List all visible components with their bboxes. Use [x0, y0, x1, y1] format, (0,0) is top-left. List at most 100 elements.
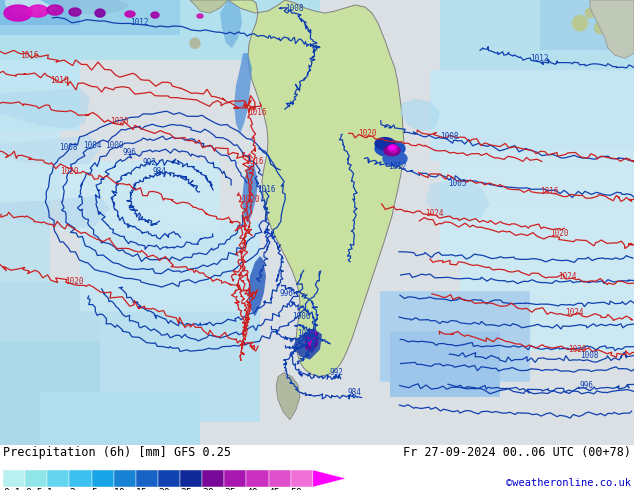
Text: 1020: 1020: [358, 128, 377, 138]
Text: 1016: 1016: [20, 51, 39, 60]
Polygon shape: [375, 141, 405, 157]
Text: 1024: 1024: [565, 308, 583, 318]
Text: 984: 984: [348, 388, 362, 397]
Polygon shape: [55, 0, 130, 15]
Text: ©weatheronline.co.uk: ©weatheronline.co.uk: [506, 478, 631, 488]
Polygon shape: [248, 256, 266, 317]
Text: 1008: 1008: [440, 132, 458, 141]
Text: 40: 40: [247, 488, 258, 490]
Text: 50: 50: [291, 488, 302, 490]
Text: 1020: 1020: [568, 344, 586, 353]
Text: 992: 992: [143, 158, 157, 167]
Text: 1000: 1000: [292, 313, 311, 321]
Text: 1020: 1020: [110, 117, 129, 125]
Polygon shape: [384, 146, 400, 156]
Polygon shape: [383, 152, 407, 166]
Circle shape: [585, 8, 595, 18]
Bar: [25, 470, 48, 487]
Polygon shape: [276, 372, 300, 420]
Polygon shape: [234, 53, 252, 134]
Bar: [180, 470, 202, 487]
Text: Precipitation (6h) [mm] GFS 0.25: Precipitation (6h) [mm] GFS 0.25: [3, 446, 231, 459]
Text: 15: 15: [136, 488, 148, 490]
Polygon shape: [228, 0, 404, 377]
Polygon shape: [125, 11, 135, 17]
Polygon shape: [305, 330, 318, 352]
Text: 45: 45: [269, 488, 280, 490]
Polygon shape: [4, 5, 32, 21]
Text: 1016: 1016: [50, 76, 68, 85]
Text: 5: 5: [91, 488, 98, 490]
Circle shape: [594, 22, 606, 34]
Polygon shape: [197, 14, 203, 18]
Bar: [69, 470, 91, 487]
Text: 25: 25: [180, 488, 192, 490]
Text: 1024: 1024: [558, 272, 576, 281]
Text: 20: 20: [158, 488, 170, 490]
Text: 996: 996: [122, 147, 136, 157]
Text: 1020: 1020: [241, 195, 259, 204]
Text: 0.5: 0.5: [25, 488, 42, 490]
Polygon shape: [190, 0, 228, 13]
Bar: [247, 470, 269, 487]
Text: 1016: 1016: [245, 157, 264, 166]
Polygon shape: [389, 146, 395, 149]
Bar: [269, 470, 291, 487]
Bar: [48, 470, 69, 487]
Polygon shape: [220, 0, 242, 48]
Bar: [113, 470, 136, 487]
Bar: [158, 470, 180, 487]
Text: 1012: 1012: [530, 54, 548, 63]
Text: 1004: 1004: [297, 329, 316, 339]
Text: 1004: 1004: [83, 141, 102, 150]
Bar: [91, 470, 113, 487]
Text: 1: 1: [48, 488, 53, 490]
Text: Fr 27-09-2024 00..06 UTC (00+78): Fr 27-09-2024 00..06 UTC (00+78): [403, 446, 631, 459]
Text: 2: 2: [69, 488, 75, 490]
Text: 1016: 1016: [248, 108, 266, 118]
Polygon shape: [400, 98, 440, 132]
Text: 1008: 1008: [59, 143, 78, 152]
Text: 30: 30: [202, 488, 214, 490]
Text: 996: 996: [280, 289, 294, 298]
Polygon shape: [47, 5, 63, 15]
Text: 1020: 1020: [60, 167, 79, 176]
Polygon shape: [313, 470, 346, 487]
Polygon shape: [242, 164, 258, 224]
Text: 10: 10: [113, 488, 126, 490]
Text: 1020: 1020: [550, 229, 569, 238]
Bar: [136, 470, 158, 487]
Polygon shape: [375, 138, 395, 149]
Bar: [3, 470, 25, 487]
Text: 992: 992: [330, 368, 344, 377]
Polygon shape: [69, 8, 81, 16]
Text: 1008: 1008: [580, 350, 598, 360]
Circle shape: [190, 38, 200, 48]
Polygon shape: [151, 12, 159, 18]
Bar: [202, 470, 224, 487]
Text: 1012: 1012: [388, 162, 406, 171]
Polygon shape: [388, 145, 398, 153]
Polygon shape: [5, 0, 55, 15]
Polygon shape: [590, 0, 634, 58]
Text: 996: 996: [580, 381, 594, 390]
Text: 1008: 1008: [285, 4, 304, 13]
Text: 1000: 1000: [105, 141, 124, 149]
Polygon shape: [293, 329, 322, 360]
Text: 1020: 1020: [65, 277, 84, 286]
Bar: [291, 470, 313, 487]
Text: 1016: 1016: [540, 187, 559, 196]
Polygon shape: [28, 5, 48, 17]
Polygon shape: [0, 196, 110, 229]
Text: 0.1: 0.1: [3, 488, 21, 490]
Text: 1016: 1016: [257, 185, 276, 194]
Polygon shape: [306, 328, 316, 346]
Text: 35: 35: [224, 488, 236, 490]
Circle shape: [572, 15, 588, 31]
Polygon shape: [0, 88, 90, 128]
Circle shape: [606, 14, 614, 22]
Polygon shape: [425, 179, 490, 222]
Text: 1005: 1005: [448, 179, 467, 188]
Text: 1012: 1012: [130, 18, 148, 27]
Text: 984: 984: [152, 167, 166, 176]
